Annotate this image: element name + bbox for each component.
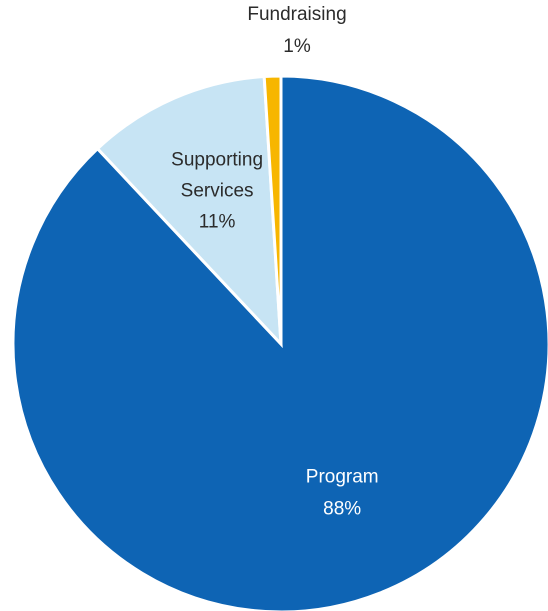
pie-slice-supporting-services [95, 74, 283, 349]
slice-value-program: 88% [323, 499, 361, 520]
pie-label-fundraising: Fundraising 1% [247, 4, 346, 57]
pie-slice-fundraising [262, 74, 283, 345]
slice-name-program: Program [306, 467, 379, 488]
slice-name-supporting-services: Supporting Services [171, 149, 263, 201]
pie-labels: Program 88% Supporting Services 11% Fundraisi… [171, 4, 378, 520]
pie-label-program: Program 88% [306, 467, 379, 520]
pie-label-supporting-services: Supporting Services 11% [171, 149, 263, 232]
slice-name-fundraising: Fundraising [247, 4, 346, 25]
pie-slices [11, 74, 548, 611]
slice-value-supporting-services: 11% [199, 211, 236, 232]
slice-value-fundraising: 1% [283, 36, 311, 57]
